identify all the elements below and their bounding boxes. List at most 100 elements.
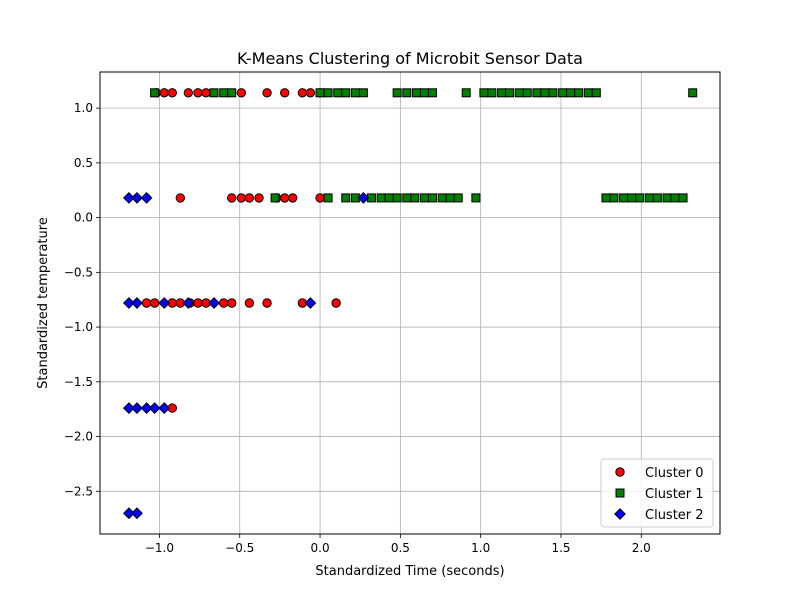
data-point (227, 88, 237, 98)
y-axis-label: Standardized temperature (36, 217, 51, 389)
data-point (148, 402, 161, 415)
data-point (566, 88, 576, 98)
data-point (341, 193, 351, 203)
data-point (341, 88, 351, 98)
data-point (182, 297, 195, 309)
data-point (627, 193, 637, 203)
data-point (315, 193, 325, 203)
data-point (218, 298, 229, 308)
data-point (583, 88, 593, 98)
data-point (131, 507, 143, 520)
data-point (497, 88, 507, 98)
data-point (209, 88, 219, 98)
data-point (159, 88, 169, 98)
data-point (150, 88, 160, 98)
data-point (471, 193, 481, 203)
data-point (254, 193, 264, 203)
data-point (419, 88, 429, 98)
data-point (558, 88, 568, 98)
legend-marker (615, 467, 625, 477)
data-point (262, 298, 272, 308)
data-point (670, 193, 680, 203)
y-tick-label: −1.5 (64, 375, 93, 389)
data-point (357, 191, 370, 204)
data-point (175, 193, 186, 203)
data-point (591, 88, 601, 98)
legend-label: Cluster 1 (645, 487, 704, 502)
chart-title: K-Means Clustering of Microbit Sensor Da… (237, 49, 583, 68)
legend-label: Cluster 2 (645, 508, 704, 523)
data-point (141, 298, 152, 308)
data-point (149, 298, 160, 308)
data-point (514, 88, 524, 98)
data-point (453, 193, 463, 203)
data-point (201, 88, 211, 98)
x-tick-label: 1.0 (471, 541, 490, 555)
data-point (140, 402, 153, 415)
x-tick-label: 0.0 (311, 541, 330, 555)
data-point (427, 193, 437, 203)
data-point (445, 193, 455, 203)
data-point (487, 88, 497, 98)
data-point (123, 191, 135, 204)
data-point (635, 193, 645, 203)
data-point (131, 297, 143, 309)
data-point (532, 88, 542, 98)
x-tick-label: −0.5 (225, 541, 254, 555)
y-tick-label: −2.5 (64, 484, 93, 498)
data-point (574, 88, 584, 98)
data-point (131, 402, 143, 415)
data-point (123, 507, 135, 520)
data-point (323, 88, 333, 98)
data-point (140, 191, 153, 204)
data-point (358, 88, 368, 98)
data-point (644, 193, 654, 203)
data-point (315, 88, 325, 98)
data-point (244, 298, 255, 308)
data-point (522, 88, 532, 98)
data-point (167, 88, 177, 98)
data-point (601, 193, 611, 203)
x-tick-label: 1.5 (551, 541, 570, 555)
data-point (331, 298, 341, 308)
x-tick-label: 0.5 (391, 541, 410, 555)
data-point (392, 193, 402, 203)
data-point (652, 193, 662, 203)
data-point (402, 88, 412, 98)
data-point (244, 193, 255, 203)
x-tick-label: −1.0 (145, 541, 174, 555)
data-point (461, 88, 471, 98)
grid (100, 72, 720, 534)
data-point (208, 297, 220, 309)
data-point (333, 88, 343, 98)
data-point (158, 402, 171, 415)
legend-marker (615, 488, 625, 498)
data-point (123, 402, 135, 415)
data-point (384, 193, 394, 203)
data-point (410, 193, 420, 203)
data-point (662, 193, 672, 203)
data-point (280, 88, 290, 98)
data-point (427, 88, 437, 98)
data-point (227, 193, 237, 203)
legend-label: Cluster 0 (645, 466, 704, 481)
data-point (262, 88, 272, 98)
legend: Cluster 0 Cluster 1 Cluster 2 (600, 458, 714, 528)
y-tick-label: 0.5 (74, 156, 93, 170)
data-point (183, 88, 194, 98)
data-point (411, 88, 421, 98)
data-point (131, 191, 143, 204)
data-point (437, 193, 447, 203)
data-point (402, 193, 412, 203)
data-point (540, 88, 550, 98)
data-points (123, 88, 698, 520)
data-point (193, 298, 203, 308)
series-cluster-1 (150, 88, 698, 203)
data-point (193, 88, 203, 98)
data-point (350, 88, 360, 98)
data-point (609, 193, 619, 203)
data-point (158, 297, 171, 309)
data-point (419, 193, 429, 203)
x-axis-label: Standardized Time (seconds) (315, 564, 504, 579)
